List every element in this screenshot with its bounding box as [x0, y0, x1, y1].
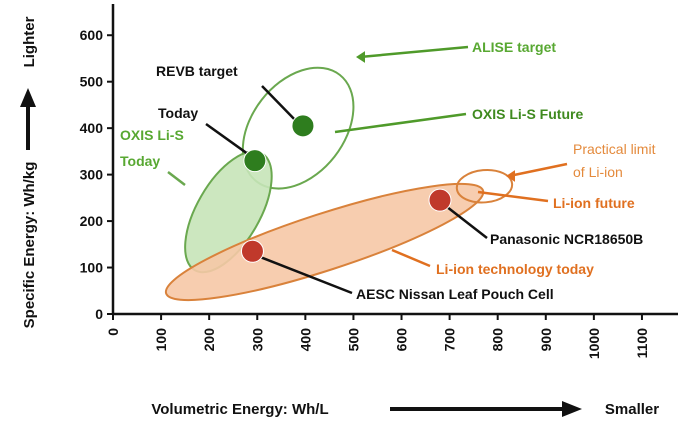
region-practical-limit-of-li-ion: [455, 168, 514, 204]
annotation-label: Today: [158, 105, 198, 121]
y-axis-suffix: Lighter: [21, 16, 38, 67]
x-tick-label: 500: [345, 328, 361, 352]
annotation-label: Practical limit: [573, 141, 656, 157]
points-layer: [240, 114, 452, 263]
annotation-label: OXIS Li-S Future: [472, 106, 583, 122]
leader-oxis-future: [334, 112, 467, 134]
y-tick-label: 500: [80, 74, 104, 90]
regions-layer: [164, 66, 514, 302]
leader-aesc: [257, 255, 353, 295]
annotation-label: Li-ion future: [553, 195, 635, 211]
x-tick-label: 600: [394, 328, 410, 352]
x-axis-title: Volumetric Energy: Wh/L: [151, 401, 328, 418]
leader-lines-layer: [167, 45, 568, 295]
point-panasonic-ncr18650b: [428, 188, 452, 212]
point-revb-target: [291, 114, 315, 138]
x-tick-label: 800: [490, 328, 506, 352]
x-tick-label: 700: [442, 328, 458, 352]
leader-alise-target: [359, 45, 469, 59]
x-tick-label: 1100: [634, 328, 650, 359]
annotation-label: Li-ion technology today: [436, 261, 594, 277]
leader-liion-today: [391, 248, 431, 268]
y-tick-label: 300: [80, 167, 104, 183]
annotation-label: OXIS Li-S: [120, 127, 184, 143]
y-tick-label: 400: [80, 120, 104, 136]
y-tick-label: 600: [80, 27, 104, 43]
x-tick-label: 0: [105, 328, 121, 336]
x-tick-label: 300: [249, 328, 265, 352]
y-axis-arrow: [20, 88, 36, 150]
x-tick-label: 1000: [586, 328, 602, 359]
x-tick-label: 200: [201, 328, 217, 352]
leader-revb-target: [261, 85, 298, 123]
x-tick-label: 100: [153, 328, 169, 352]
annotation-label: REVB target: [156, 63, 238, 79]
leader-oxis-today: [167, 171, 186, 186]
region-li-ion-technology-today: [164, 182, 485, 302]
annotation-label: Panasonic NCR18650B: [490, 231, 643, 247]
leader-practical-arrowhead: [506, 170, 515, 182]
y-tick-label: 100: [80, 260, 104, 276]
ticks-layer: 0 100 200 300 400 500 600 0 100 200 300 400 500 600 70…: [80, 27, 650, 359]
leader-practical-limit: [513, 162, 568, 177]
point-today: [243, 149, 267, 173]
x-axis-arrow: [390, 401, 582, 417]
y-axis-title: Specific Energy: Wh/kg: [21, 162, 38, 329]
axes-layer: [111, 4, 678, 316]
annotation-label: ALISE target: [472, 39, 556, 55]
leader-liion-future: [477, 190, 549, 203]
leader-today: [205, 122, 250, 156]
annotation-label: of Li-ion: [573, 164, 623, 180]
annotations-layer: REVB target Today OXIS Li-S Today ALISE targ…: [120, 39, 656, 302]
x-tick-label: 400: [297, 328, 313, 352]
x-tick-label: 900: [538, 328, 554, 352]
annotation-label: AESC Nissan Leaf Pouch Cell: [356, 286, 554, 302]
leader-panasonic: [445, 205, 488, 239]
annotation-label: Today: [120, 153, 160, 169]
point-aesc-nissan-leaf-pouch-cell: [240, 239, 264, 263]
y-tick-label: 0: [95, 306, 103, 322]
x-axis-suffix: Smaller: [605, 401, 659, 418]
leader-alise-arrowhead: [356, 51, 365, 63]
y-tick-label: 200: [80, 213, 104, 229]
